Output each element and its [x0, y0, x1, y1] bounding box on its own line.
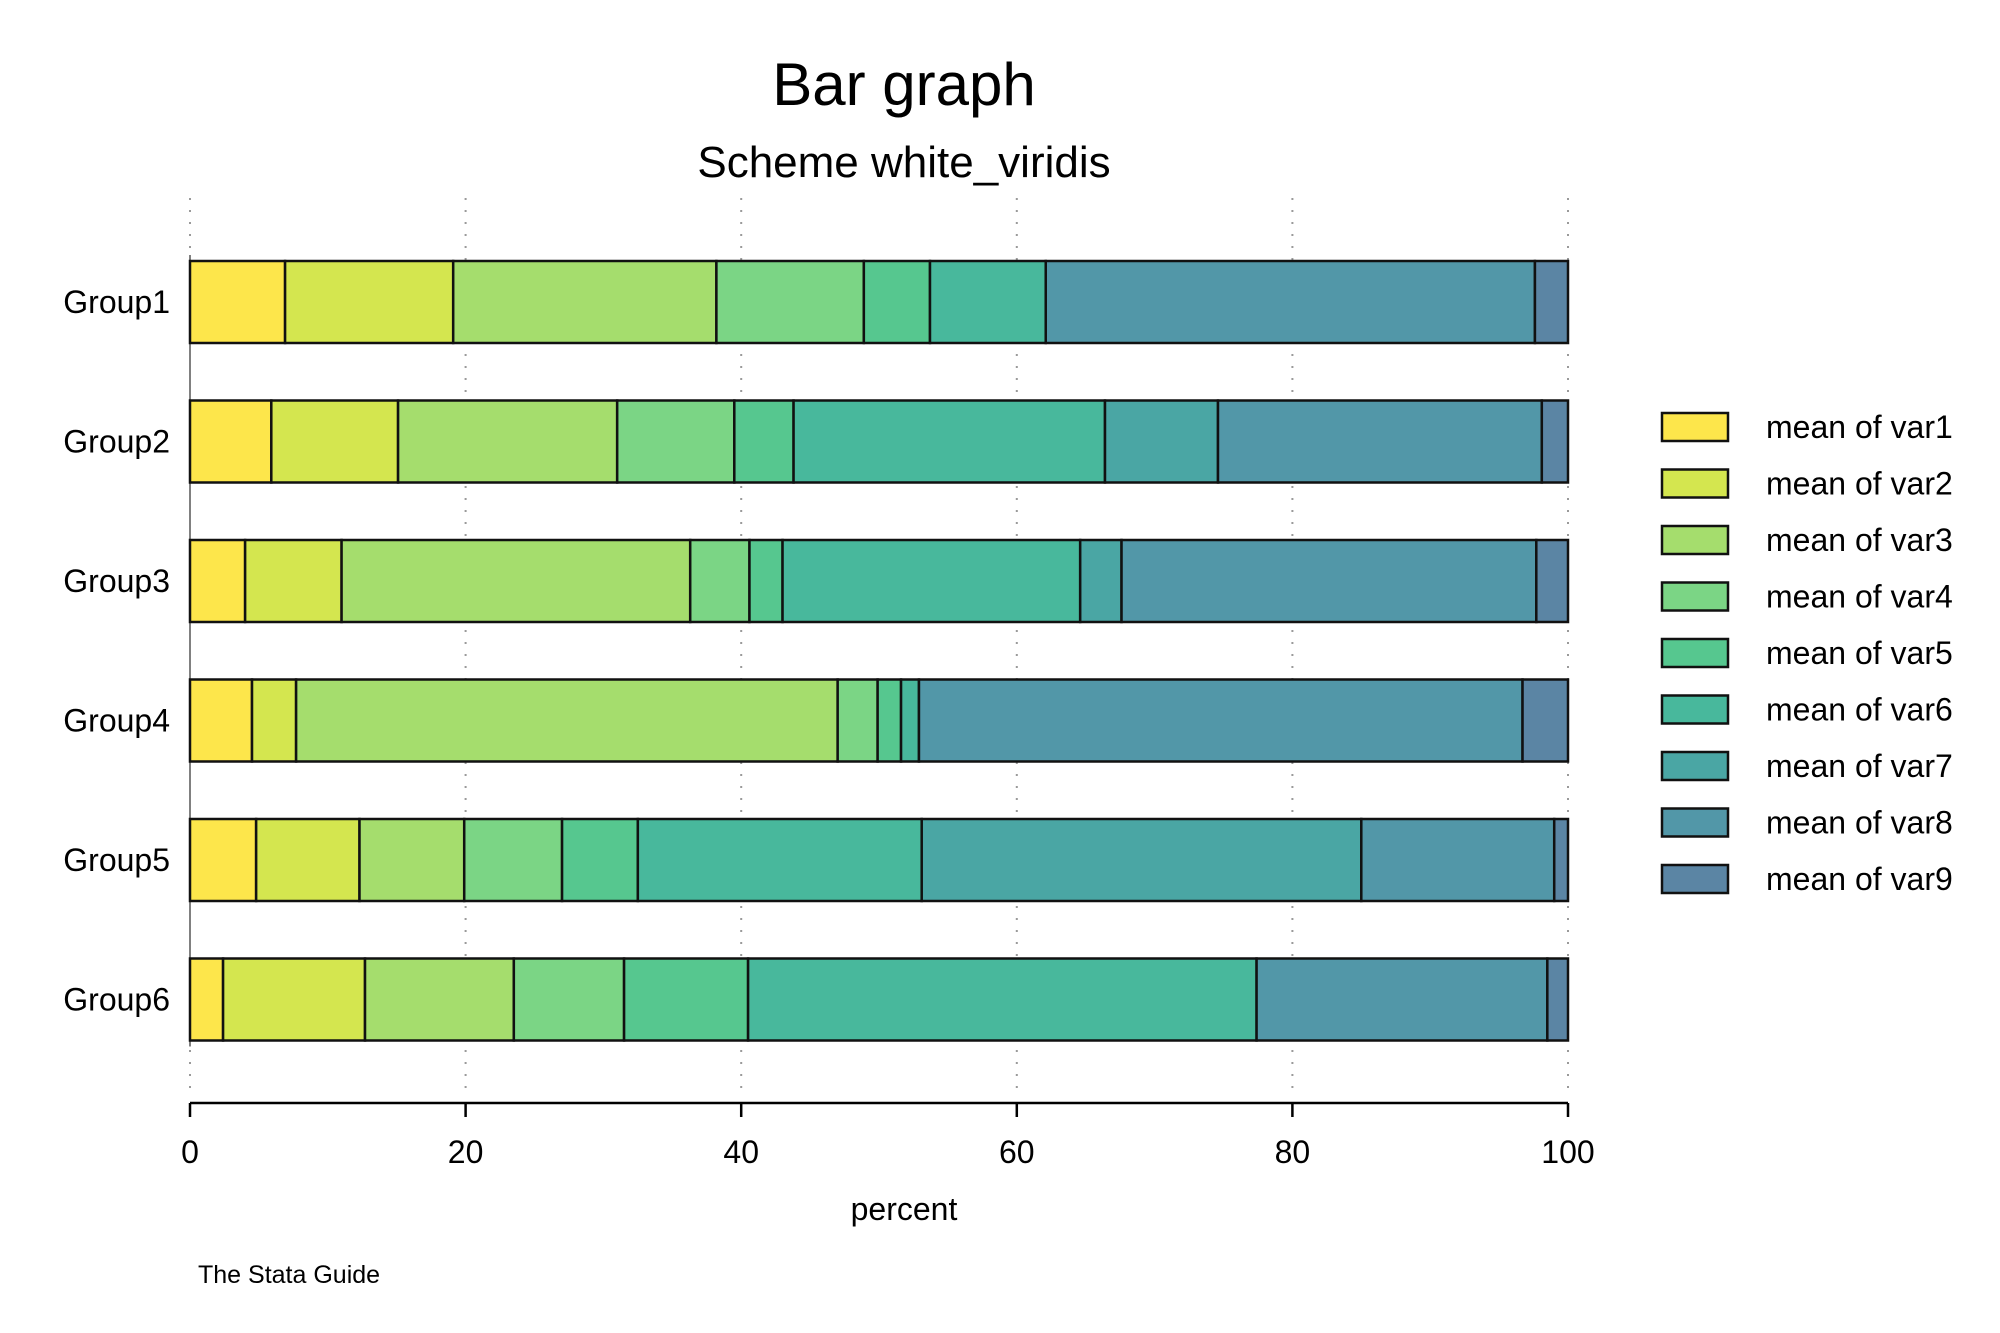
x-tick-label-60: 60 [999, 1134, 1035, 1170]
legend-label-var4: mean of var4 [1766, 579, 1953, 615]
bar-group3-var1 [188, 538, 247, 624]
legend-label-var2: mean of var2 [1766, 466, 1953, 502]
bar-group6-var9 [1546, 957, 1570, 1042]
bar-group2-var9 [1540, 399, 1570, 484]
bar-group6-var3 [363, 957, 516, 1042]
bar-group5-var3 [358, 817, 466, 903]
x-tick-label-80: 80 [1275, 1134, 1311, 1170]
bar-group1-var2 [283, 259, 455, 345]
x-tick-label-40: 40 [723, 1134, 759, 1170]
bar-group4-var9 [1521, 678, 1570, 763]
bar-group6-var1 [188, 957, 225, 1042]
chart-subtitle: Scheme white_viridis [697, 138, 1110, 187]
bar-group5-var8 [1360, 817, 1556, 903]
legend: mean of var1 mean of var2 mean of var3 mean… [1660, 409, 1953, 897]
legend-swatch-var8 [1660, 807, 1730, 838]
bar-group4-var4 [836, 678, 879, 763]
legend-label-var7: mean of var7 [1766, 748, 1953, 784]
legend-label-var3: mean of var3 [1766, 522, 1953, 558]
x-tick-label-100: 100 [1541, 1134, 1594, 1170]
bar-group1-var3 [451, 259, 718, 345]
category-label-group6: Group6 [63, 982, 170, 1018]
category-label-group5: Group5 [63, 842, 170, 878]
category-labels: Group1 Group2 Group3 Group4 Group5 Group6 [63, 284, 170, 1018]
category-label-group3: Group3 [63, 563, 170, 599]
chart-note: The Stata Guide [198, 1261, 380, 1289]
bar-group1-var4 [715, 259, 866, 345]
bar-group1-var9 [1533, 259, 1570, 345]
bar-group2-var8 [1216, 399, 1544, 484]
bar-group3-var7 [1078, 538, 1123, 624]
bar-group5-var9 [1552, 817, 1570, 903]
bar-group6-var2 [221, 957, 367, 1042]
bar-group5-var1 [188, 817, 258, 903]
bar-group2-var4 [615, 399, 736, 484]
category-label-group4: Group4 [63, 703, 170, 739]
bar-group5-var6 [636, 817, 923, 903]
legend-swatch-var1 [1660, 411, 1730, 443]
bar-group5-var4 [462, 817, 564, 903]
bar-group3-var2 [243, 538, 343, 624]
bar-group4-var8 [917, 678, 1524, 763]
bar-group3-var4 [688, 538, 751, 624]
category-label-group2: Group2 [63, 424, 170, 460]
bar-group3-var5 [748, 538, 784, 624]
bar-group6-var4 [512, 957, 626, 1042]
bar-group1-var5 [862, 259, 932, 345]
category-label-group1: Group1 [63, 284, 170, 320]
bar-group2-var1 [188, 399, 273, 484]
legend-label-var5: mean of var5 [1766, 635, 1953, 671]
bar-group4-var3 [294, 678, 839, 763]
legend-swatch-var5 [1660, 637, 1730, 669]
bar-group1-var8 [1044, 259, 1537, 345]
x-tick-label-20: 20 [448, 1134, 484, 1170]
bar-group2-var2 [270, 399, 400, 484]
bar-group6-var5 [622, 957, 750, 1042]
chart-title: Bar graph [772, 51, 1036, 118]
bar-group6-var6 [746, 957, 1258, 1042]
bar-group2-var6 [792, 399, 1107, 484]
bar-group1-var6 [928, 259, 1047, 345]
bar-group5-var5 [560, 817, 640, 903]
x-axis-title: percent [851, 1191, 958, 1227]
bar-group5-var7 [920, 817, 1363, 903]
bar-group2-var5 [733, 399, 795, 484]
legend-label-var6: mean of var6 [1766, 692, 1953, 728]
legend-label-var9: mean of var9 [1766, 861, 1953, 897]
legend-swatch-var6 [1660, 694, 1730, 725]
x-axis: 0 20 40 60 80 100 [181, 1101, 1595, 1170]
legend-swatch-var9 [1660, 863, 1730, 895]
bar-group2-var3 [396, 399, 619, 484]
bar-group4-var1 [188, 678, 254, 763]
legend-swatch-var4 [1660, 581, 1730, 612]
bars [188, 255, 1570, 1047]
bar-group3-var6 [781, 538, 1082, 624]
bar-group5-var2 [254, 817, 361, 903]
bar-group3-var3 [340, 538, 692, 624]
bar-group6-var8 [1255, 957, 1549, 1042]
bar-group2-var7 [1103, 399, 1220, 484]
legend-swatch-var2 [1660, 468, 1730, 499]
bar-group4-var2 [250, 678, 298, 763]
legend-swatch-var7 [1660, 750, 1730, 782]
legend-label-var1: mean of var1 [1766, 409, 1953, 445]
bar-group4-var6 [899, 678, 921, 763]
bar-group3-var9 [1535, 538, 1570, 624]
bar-group4-var5 [876, 678, 903, 763]
legend-label-var8: mean of var8 [1766, 805, 1953, 841]
legend-swatch-var3 [1660, 524, 1730, 556]
x-tick-label-0: 0 [181, 1134, 199, 1170]
bar-group1-var1 [188, 259, 287, 345]
bar-group3-var8 [1120, 538, 1538, 624]
